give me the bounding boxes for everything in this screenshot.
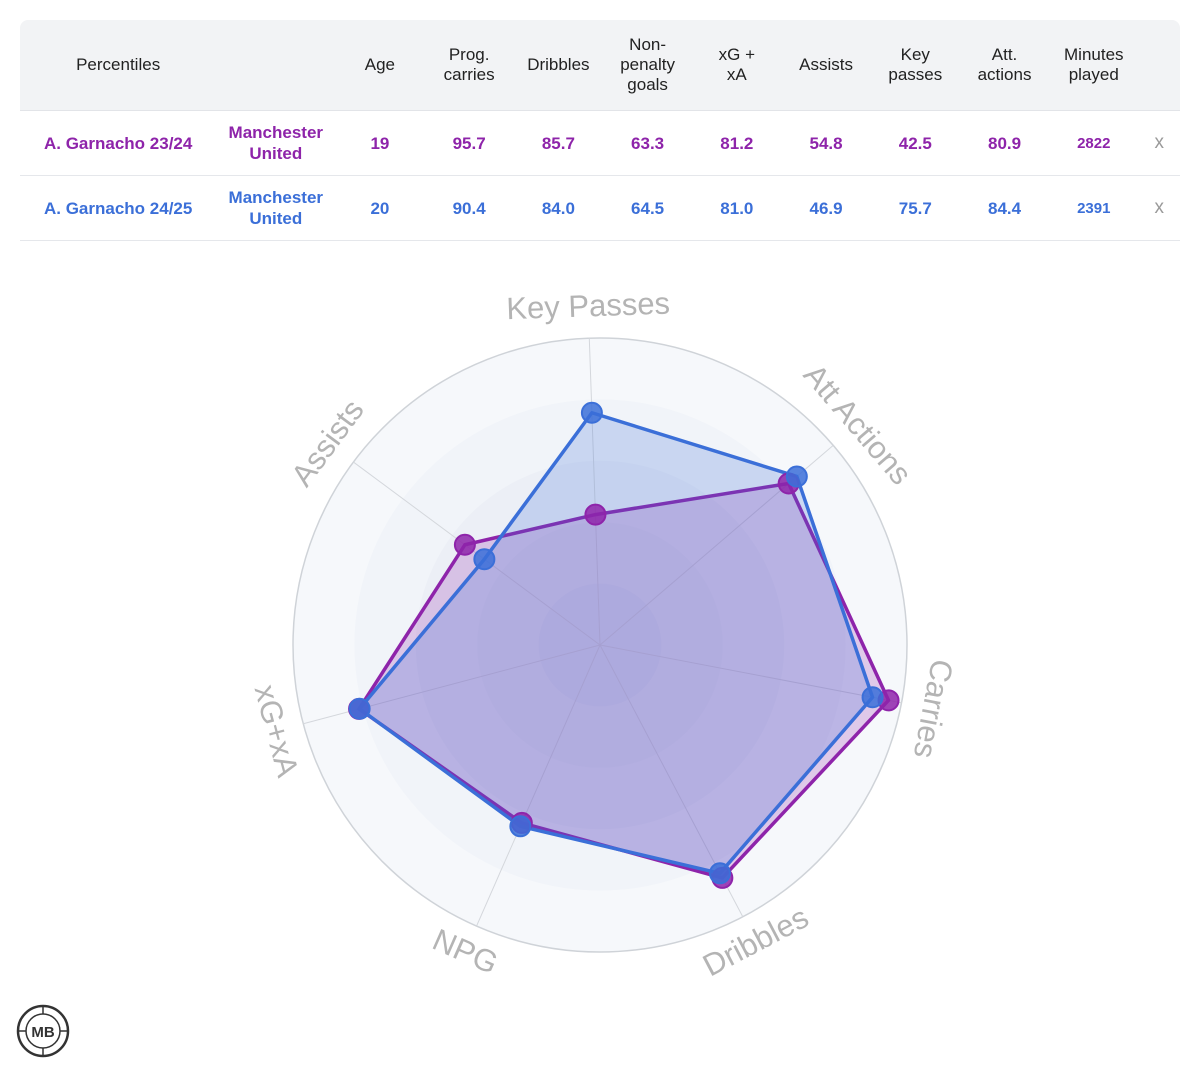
stat-minutes-played: 2391 — [1077, 199, 1111, 217]
table-row: A. Garnacho 23/24 Manchester United 19 9… — [20, 111, 1180, 176]
stat-att-actions: 84.4 — [987, 198, 1022, 218]
header-att-actions[interactable]: Att. actions — [977, 45, 1032, 84]
team-name: Manchester United — [228, 188, 324, 228]
header-dribbles[interactable]: Dribbles — [527, 55, 590, 74]
logo-text: MB — [31, 1024, 54, 1041]
series-2-point — [509, 815, 532, 838]
player-name[interactable]: A. Garnacho 23/24 — [43, 133, 193, 153]
radar-spoke — [599, 644, 902, 704]
series-2-point — [708, 862, 731, 885]
stat-prog-carries: 95.7 — [452, 133, 486, 153]
series-2-point — [348, 697, 371, 720]
stat-assists: 54.8 — [809, 133, 843, 153]
stat-age: 20 — [370, 198, 390, 218]
stat-xg-xa: 81.2 — [720, 133, 754, 153]
series-2-point — [580, 401, 603, 424]
stat-minutes-played: 2822 — [1077, 134, 1111, 152]
series-1-point — [584, 503, 607, 526]
stat-key-passes: 75.7 — [898, 198, 932, 218]
comparison-table: Percentiles Age Prog. carries Dribbles N… — [20, 20, 1180, 241]
team-name: Manchester United — [228, 123, 324, 163]
radar-outline — [292, 337, 908, 953]
stat-key-passes: 42.5 — [898, 133, 932, 153]
mb-logo: MB — [16, 1004, 70, 1058]
table-row: A. Garnacho 24/25 Manchester United 20 9… — [20, 176, 1180, 241]
series-2-area — [357, 410, 875, 876]
stat-non-penalty-goals: 63.3 — [631, 133, 665, 153]
series-2-point — [473, 548, 496, 571]
stat-att-actions: 80.9 — [987, 133, 1022, 153]
remove-row-button[interactable]: x — [1154, 197, 1164, 218]
stat-prog-carries: 90.4 — [452, 198, 486, 218]
axis-label: Key Passes — [506, 286, 671, 327]
stat-xg-xa: 81.0 — [720, 198, 754, 218]
stat-age: 19 — [370, 133, 390, 153]
header-age[interactable]: Age — [364, 55, 396, 74]
series-1-point — [453, 533, 476, 556]
player-name[interactable]: A. Garnacho 24/25 — [43, 198, 193, 218]
header-non-penalty-goals[interactable]: Non- penalty goals — [620, 35, 676, 94]
series-2-point — [861, 686, 884, 709]
header-xg-xa[interactable]: xG + xA — [718, 45, 756, 84]
header-assists[interactable]: Assists — [799, 55, 853, 74]
header-key-passes[interactable]: Key passes — [888, 45, 943, 84]
header-minutes-played[interactable]: Minutes played — [1064, 45, 1124, 84]
radar-spoke — [588, 338, 601, 646]
series-2-point — [785, 465, 808, 488]
stat-non-penalty-goals: 64.5 — [631, 198, 665, 218]
table-header: Percentiles Age Prog. carries Dribbles N… — [20, 20, 1180, 111]
stat-dribbles: 85.7 — [541, 133, 575, 153]
radar-spoke — [476, 644, 601, 927]
header-percentiles: Percentiles — [76, 55, 161, 74]
stat-dribbles: 84.0 — [541, 198, 575, 218]
axis-label: Carries — [907, 657, 960, 762]
remove-row-button[interactable]: x — [1154, 132, 1164, 153]
header-prog-carries[interactable]: Prog. carries — [443, 45, 495, 84]
stat-assists: 46.9 — [809, 198, 843, 218]
